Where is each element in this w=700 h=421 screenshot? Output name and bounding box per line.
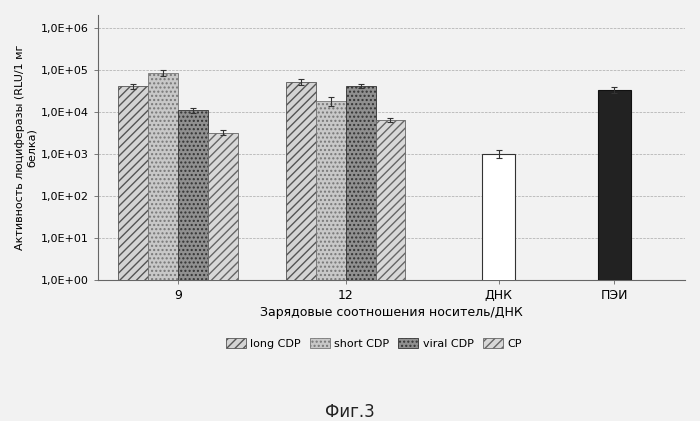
Bar bbox=[376, 120, 405, 421]
Bar bbox=[208, 133, 237, 421]
Legend: long CDP, short CDP, viral CDP, CP: long CDP, short CDP, viral CDP, CP bbox=[222, 333, 526, 353]
Bar bbox=[316, 101, 346, 421]
Text: Фиг.3: Фиг.3 bbox=[325, 403, 375, 421]
Bar bbox=[148, 73, 178, 421]
Bar bbox=[118, 86, 148, 421]
Bar bbox=[178, 110, 208, 421]
Bar bbox=[286, 82, 316, 421]
Bar bbox=[598, 90, 631, 421]
Bar bbox=[482, 154, 515, 421]
Y-axis label: Активность люциферазы (RLU/1 мг
белка): Активность люциферазы (RLU/1 мг белка) bbox=[15, 45, 36, 250]
X-axis label: Зарядовые соотношения носитель/ДНК: Зарядовые соотношения носитель/ДНК bbox=[260, 306, 523, 319]
Bar bbox=[346, 85, 376, 421]
